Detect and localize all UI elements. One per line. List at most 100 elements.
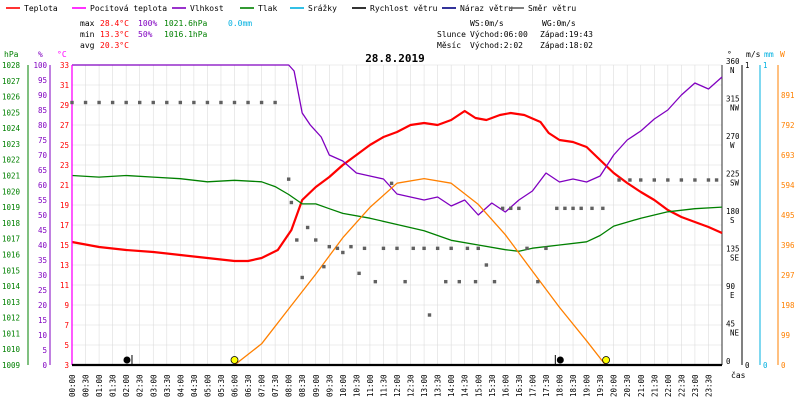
rain-tick-label: 0: [763, 361, 768, 370]
wind-direction-dot: [444, 279, 448, 284]
humidity-tick-label: 25: [38, 286, 47, 295]
wind-tick-label: 1: [745, 61, 750, 70]
sun-marker-icon: [602, 356, 610, 364]
x-tick-label: 15:00: [474, 374, 483, 397]
wind-direction-dot: [205, 100, 210, 105]
x-tick-label: 03:30: [163, 374, 172, 397]
wind-direction-dot: [666, 178, 670, 182]
temperature-tick-label: 31: [60, 81, 69, 90]
wind-direction-dot: [314, 238, 318, 242]
moon-marker-icon: [556, 356, 564, 364]
pressure-tick-label: 1025: [2, 108, 20, 117]
x-tick-label: 01:00: [95, 374, 104, 397]
pressure-tick-label: 1023: [2, 140, 20, 149]
temperature-tick-label: 5: [64, 341, 69, 350]
x-tick-label: 00:00: [68, 374, 77, 397]
humidity-tick-label: 50: [38, 211, 48, 220]
info-moon-rise: Východ:2:02: [470, 41, 523, 50]
x-tick-label: 09:30: [325, 374, 334, 397]
x-tick-label: 14:30: [461, 374, 470, 397]
humidity-tick-label: 75: [38, 136, 47, 145]
wind-direction-dot: [373, 279, 378, 284]
wind-direction-dot: [362, 246, 367, 251]
legend: Teplota Pocitová teplota Vlhkost Tlak Srážky…: [6, 4, 576, 13]
humidity-tick-label: 65: [38, 166, 47, 175]
wind-direction-dot: [492, 279, 497, 284]
wind-direction-dot: [544, 246, 548, 251]
series-line-tlak: [71, 174, 723, 252]
direction-tick-label: 135: [726, 245, 740, 254]
legend-entry: Teplota: [24, 4, 58, 13]
wind-direction-dot: [679, 178, 684, 182]
right-axes: 0 45 90 135 180 225 270 315 360 NE E SE S SW W NW N 0 1 0 1 0…: [721, 57, 795, 370]
solar-tick-label: 0: [781, 361, 786, 370]
wind-direction-dot: [579, 206, 583, 211]
wind-direction-dot: [286, 177, 291, 181]
legend-entry: Tlak: [258, 4, 277, 13]
wind-direction-dot: [327, 244, 331, 249]
pressure-tick-label: 1020: [2, 187, 21, 196]
wind-direction-dot: [422, 246, 426, 251]
wind-direction-dot: [305, 225, 310, 230]
stat-max-hum: 100%: [138, 19, 157, 28]
solar-tick-label: 495: [781, 211, 795, 220]
x-tick-label: 00:30: [82, 374, 91, 397]
solar-tick-label: 99: [781, 331, 790, 340]
stat-max-rain: 0.0mm: [228, 19, 252, 28]
unit-pressure: hPa: [4, 50, 19, 59]
wind-direction-dot: [427, 313, 432, 317]
wind-direction-dot: [652, 178, 656, 182]
x-tick-label: 19:00: [583, 374, 592, 397]
humidity-tick-label: 30: [38, 271, 48, 280]
unit-solar: W: [780, 50, 785, 59]
pressure-tick-label: 1018: [2, 219, 21, 228]
wind-tick-label: 0: [745, 361, 750, 370]
info-sun-set: Západ:19:43: [540, 30, 593, 39]
series-line-teplota: [71, 109, 723, 263]
stat-avg-temp: 20.3°C: [100, 41, 129, 50]
compass-label: N: [730, 66, 735, 75]
temperature-tick-label: 33: [60, 61, 69, 70]
solar-tick-label: 396: [781, 241, 795, 250]
compass-label: E: [730, 291, 735, 300]
axis-units: hPa % °C ° m/s mm W čas: [4, 50, 785, 380]
humidity-tick-label: 70: [38, 151, 48, 160]
x-tick-label: 09:00: [312, 374, 321, 397]
wind-direction-dot: [381, 246, 386, 251]
pressure-tick-label: 1012: [2, 314, 20, 323]
unit-humidity: %: [38, 50, 43, 59]
humidity-tick-label: 5: [42, 346, 47, 355]
wind-direction-dot: [555, 206, 559, 211]
wind-direction-dot: [714, 178, 719, 182]
x-tick-label: 17:30: [542, 374, 551, 397]
x-tick-label: 21:00: [637, 374, 646, 397]
wind-direction-dot: [484, 263, 489, 267]
wind-direction-dot: [165, 100, 169, 105]
pressure-tick-label: 1028: [2, 61, 21, 70]
wind-direction-dot: [300, 275, 304, 280]
temperature-tick-label: 9: [64, 301, 69, 310]
x-tick-label: 13:30: [434, 374, 443, 397]
stat-min-label: min: [80, 30, 95, 39]
direction-tick-label: 45: [726, 320, 735, 329]
x-tick-label: 10:00: [339, 374, 348, 397]
stats-panel: max 28.4°C 100% 1021.6hPa 0.0mm min 13.3…: [80, 19, 252, 50]
x-tick-label: 22:00: [664, 374, 673, 397]
wind-direction-dot: [449, 246, 453, 251]
pressure-tick-label: 1027: [2, 77, 20, 86]
wind-direction-dot: [639, 178, 643, 182]
info-sun-rise: Východ:06:00: [470, 30, 528, 39]
wind-direction-dot: [590, 206, 594, 211]
pressure-tick-label: 1021: [2, 172, 20, 181]
pressure-tick-label: 1014: [2, 282, 21, 291]
x-tick-label: 12:00: [393, 374, 402, 397]
humidity-tick-label: 35: [38, 256, 47, 265]
wind-direction-dot: [232, 100, 237, 105]
legend-entry: Srážky: [308, 4, 337, 13]
x-tick-label: 03:00: [149, 374, 158, 397]
direction-tick-label: 180: [726, 207, 740, 216]
x-tick-label: 20:30: [623, 374, 632, 397]
direction-tick-label: 315: [726, 95, 740, 104]
temperature-tick-label: 7: [64, 321, 69, 330]
x-tick-label: 07:30: [271, 374, 280, 397]
